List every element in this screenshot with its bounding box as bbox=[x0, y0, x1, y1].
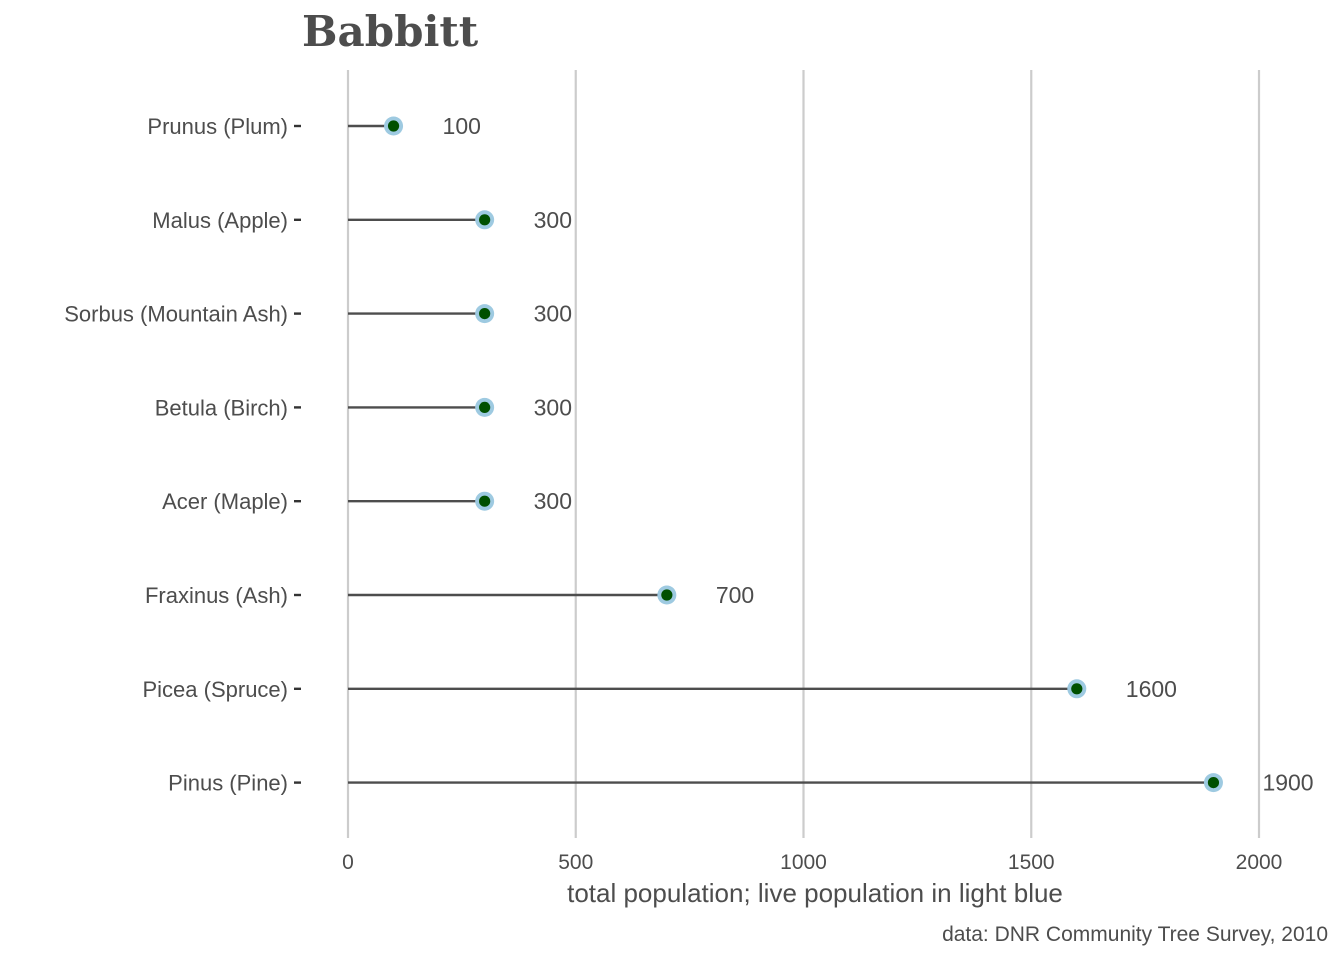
value-label: 300 bbox=[534, 394, 572, 420]
total-point bbox=[479, 214, 491, 226]
x-tick-label: 500 bbox=[558, 851, 593, 874]
caption: data: DNR Community Tree Survey, 2010 bbox=[942, 923, 1328, 946]
category-label: Prunus (Plum) bbox=[147, 114, 288, 139]
category-label: Acer (Maple) bbox=[162, 489, 288, 514]
value-label: 1600 bbox=[1126, 676, 1177, 702]
total-point bbox=[479, 308, 491, 320]
x-tick-label: 0 bbox=[342, 851, 354, 874]
total-point bbox=[661, 589, 673, 601]
x-axis-label: total population; live population in lig… bbox=[567, 878, 1063, 908]
chart-title: Babbitt bbox=[302, 7, 479, 56]
x-tick-label: 1500 bbox=[1008, 851, 1055, 874]
value-label: 300 bbox=[534, 207, 572, 233]
value-label: 100 bbox=[443, 113, 481, 139]
gridlines bbox=[346, 70, 1261, 838]
category-label: Malus (Apple) bbox=[152, 208, 288, 233]
x-tick-label: 2000 bbox=[1236, 851, 1283, 874]
stems bbox=[348, 124, 1214, 784]
value-labels: 100 300 300 300 300 700 1600 1900 bbox=[443, 113, 1314, 796]
category-label: Picea (Spruce) bbox=[142, 677, 288, 702]
category-label: Pinus (Pine) bbox=[168, 771, 288, 796]
total-point bbox=[479, 495, 491, 507]
category-label: Sorbus (Mountain Ash) bbox=[64, 302, 288, 327]
category-label: Fraxinus (Ash) bbox=[145, 583, 288, 608]
value-label: 1900 bbox=[1262, 770, 1313, 796]
value-label: 700 bbox=[716, 582, 754, 608]
category-label: Betula (Birch) bbox=[155, 395, 288, 420]
total-point bbox=[387, 120, 400, 132]
total-point bbox=[479, 401, 491, 413]
x-axis: 0 500 1000 1500 2000 bbox=[342, 851, 1282, 874]
x-tick-label: 1000 bbox=[780, 851, 827, 874]
total-point bbox=[1071, 683, 1083, 695]
points bbox=[384, 116, 1223, 793]
total-point bbox=[1207, 777, 1220, 789]
value-label: 300 bbox=[534, 301, 572, 327]
y-axis: Prunus (Plum) Malus (Apple) Sorbus (Mounta… bbox=[64, 114, 301, 796]
value-label: 300 bbox=[534, 488, 572, 514]
